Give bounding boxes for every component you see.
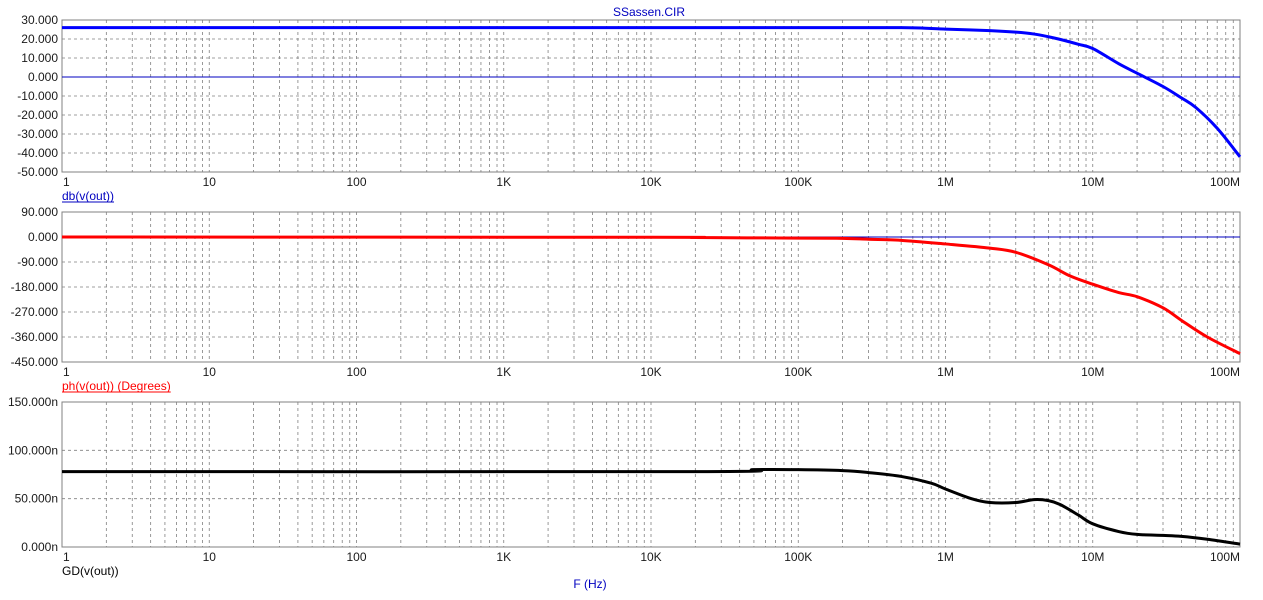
y-tick-label: -360.000	[11, 330, 59, 344]
x-tick-label: 1M	[937, 365, 954, 379]
x-tick-label: 10K	[640, 365, 661, 379]
trace-label: GD(v(out))	[62, 564, 119, 578]
x-tick-label: 100K	[784, 365, 812, 379]
y-tick-label: -270.000	[11, 305, 59, 319]
x-tick-label: 10	[203, 550, 217, 564]
plot-frame	[61, 401, 1241, 548]
x-tick-label: 1	[63, 175, 70, 189]
x-tick-label: 100M	[1210, 365, 1240, 379]
y-tick-label: 50.000n	[15, 492, 58, 506]
panel-3: 0.000n 50.000n 100.000n 150.000n 1 10 100 1K 10K…	[8, 395, 1241, 578]
y-tick-label: 90.000	[21, 205, 58, 219]
y-tick-label: -30.000	[17, 127, 58, 141]
y-tick-label: -180.000	[11, 280, 59, 294]
x-tick-label: 1M	[937, 175, 954, 189]
x-tick-label: 10M	[1081, 550, 1104, 564]
plot-frame	[61, 211, 1241, 363]
x-tick-label: 10K	[640, 550, 661, 564]
y-tick-label: -10.000	[17, 89, 58, 103]
x-tick-label: 100K	[784, 175, 812, 189]
y-tick-label: 0.000	[28, 70, 58, 84]
x-tick-label: 100	[346, 550, 366, 564]
x-tick-label: 100	[346, 175, 366, 189]
x-axis-label: F (Hz)	[573, 577, 606, 591]
x-tick-label: 10M	[1081, 365, 1104, 379]
y-tick-label: 150.000n	[8, 395, 58, 409]
y-tick-label: 0.000	[28, 230, 58, 244]
x-tick-label: 1	[63, 365, 70, 379]
panel-1: -50.000 -40.000 -30.000 -20.000 -10.000 0.000…	[17, 13, 1242, 203]
y-tick-label: -20.000	[17, 108, 58, 122]
x-tick-label: 10	[203, 365, 217, 379]
x-tick-label: 1	[63, 550, 70, 564]
series-line	[62, 26, 1242, 158]
x-tick-label: 10M	[1081, 175, 1104, 189]
chart-title: SSassen.CIR	[613, 5, 685, 19]
y-tick-label: -90.000	[17, 255, 58, 269]
y-tick-label: 30.000	[21, 13, 58, 27]
x-tick-label: 1M	[937, 550, 954, 564]
y-tick-label: -40.000	[17, 146, 58, 160]
chart-panels: -50.000 -40.000 -30.000 -20.000 -10.000 0.000…	[8, 13, 1242, 578]
x-tick-label: 1K	[496, 175, 511, 189]
y-tick-label: 10.000	[21, 51, 58, 65]
y-tick-label: 20.000	[21, 32, 58, 46]
y-tick-label: -50.000	[17, 165, 58, 179]
x-tick-label: 10K	[640, 175, 661, 189]
y-tick-label: 100.000n	[8, 443, 58, 457]
x-tick-label: 100M	[1210, 175, 1240, 189]
series-line	[61, 467, 1241, 546]
series-line	[61, 235, 1241, 356]
y-tick-label: 0.000n	[21, 540, 58, 554]
y-tick-label: -450.000	[11, 355, 59, 369]
x-tick-label: 100	[346, 365, 366, 379]
panel-2: -450.000 -360.000 -270.000 -180.000 -90.000 0…	[11, 205, 1241, 393]
x-tick-label: 100K	[784, 550, 812, 564]
plot-frame	[61, 19, 1241, 173]
x-tick-label: 1K	[496, 550, 511, 564]
x-tick-label: 100M	[1210, 550, 1240, 564]
trace-label: db(v(out))	[62, 189, 114, 203]
x-tick-label: 1K	[496, 365, 511, 379]
x-tick-label: 10	[203, 175, 217, 189]
trace-label: ph(v(out)) (Degrees)	[62, 379, 171, 393]
